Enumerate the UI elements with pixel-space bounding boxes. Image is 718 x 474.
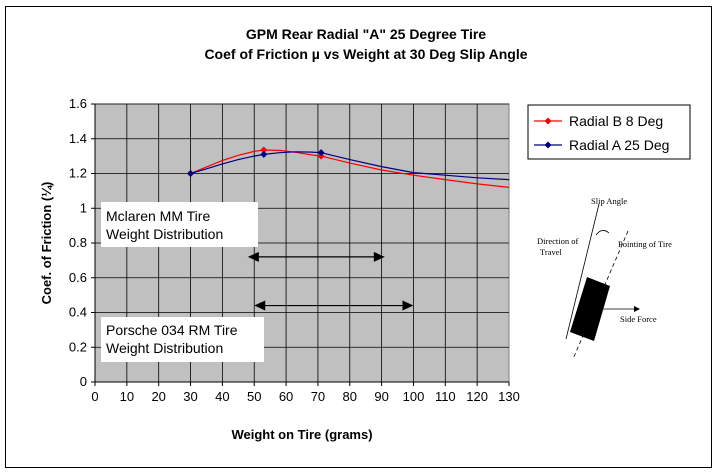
x-tick-label-8: 80 xyxy=(343,389,357,404)
legend: Radial B 8 Deg Radial A 25 Deg xyxy=(527,104,691,160)
x-tick-label-2: 20 xyxy=(151,389,165,404)
x-tick-label-5: 50 xyxy=(247,389,261,404)
chart-frame: GPM Rear Radial "A" 25 Degree Tire Coef … xyxy=(5,6,712,468)
y-tick-label-7: 1.4 xyxy=(69,131,87,146)
series-1-point-2 xyxy=(317,149,325,157)
y-tick-label-2: 0.4 xyxy=(69,305,87,320)
legend-marker-radial-a xyxy=(544,141,552,149)
series-1-point-1 xyxy=(260,150,268,158)
x-tick-label-0: 0 xyxy=(91,389,98,404)
slip-angle-arc xyxy=(595,230,610,236)
direction-of-travel-label-line1: Direction of xyxy=(537,236,578,246)
x-axis-label: Weight on Tire (grams) xyxy=(231,427,372,442)
side-force-arrowhead xyxy=(634,306,640,312)
y-tick-label-8: 1.6 xyxy=(69,96,87,111)
weight-range-arrows xyxy=(247,251,414,311)
series-line-0 xyxy=(190,149,510,188)
series-0-point-1 xyxy=(260,146,268,154)
pointing-of-tire-line xyxy=(572,230,629,360)
series-layer xyxy=(187,146,510,188)
chart-title: GPM Rear Radial "A" 25 Degree Tire xyxy=(246,26,486,42)
y-tick-label-1: 0.2 xyxy=(69,339,87,354)
slip-angle-label: Slip Angle xyxy=(591,196,627,206)
range-arrow-left-head-0 xyxy=(247,251,259,262)
x-tick-label-4: 40 xyxy=(215,389,229,404)
x-tick-labels: 0 10 20 30 40 50 60 70 80 90 100 110 120 130 xyxy=(91,389,519,404)
chart-svg: GPM Rear Radial "A" 25 Degree Tire Coef … xyxy=(39,26,691,442)
y-tick-labels: 0 0.2 0.4 0.6 0.8 1 1.2 1.4 1.6 xyxy=(69,96,87,389)
y-tick-label-4: 0.8 xyxy=(69,235,87,250)
x-tick-label-12: 120 xyxy=(466,389,488,404)
series-line-1 xyxy=(190,151,510,181)
y-axis-label: Coef. of Friction (¼) xyxy=(39,182,54,305)
direction-of-travel-label-line2: Travel xyxy=(540,247,563,257)
axes xyxy=(91,103,510,386)
legend-label-radial-b: Radial B 8 Deg xyxy=(569,113,663,129)
annotation-porsche-line1: Porsche 034 RM Tire xyxy=(106,322,238,338)
x-tick-label-1: 10 xyxy=(120,389,134,404)
x-tick-label-9: 90 xyxy=(374,389,388,404)
x-tick-label-3: 30 xyxy=(183,389,197,404)
y-tick-label-3: 0.6 xyxy=(69,270,87,285)
series-1-point-0 xyxy=(187,170,195,177)
annotation-mclaren-line1: Mclaren MM Tire xyxy=(106,208,210,224)
y-tick-label-6: 1.2 xyxy=(69,166,87,181)
legend-box xyxy=(527,104,691,160)
chart-subtitle: Coef of Friction µ vs Weight at 30 Deg S… xyxy=(204,46,527,62)
side-force-label: Side Force xyxy=(620,314,657,324)
tire-shape xyxy=(570,277,610,341)
range-arrow-right-head-1 xyxy=(402,300,414,311)
slip-angle-diagram: Slip Angle Direction of Travel Pointing … xyxy=(537,196,672,360)
direction-of-travel-line xyxy=(565,203,600,340)
annotation-mclaren: Mclaren MM Tire Weight Distribution xyxy=(101,202,258,247)
annotation-mclaren-box xyxy=(101,202,258,247)
annotation-porsche: Porsche 034 RM Tire Weight Distribution xyxy=(101,317,264,362)
x-tick-label-6: 60 xyxy=(279,389,293,404)
annotation-porsche-line2: Weight Distribution xyxy=(106,340,223,356)
annotation-mclaren-line2: Weight Distribution xyxy=(106,226,223,242)
y-tick-label-5: 1 xyxy=(80,200,87,215)
y-tick-label-0: 0 xyxy=(80,374,87,389)
x-tick-label-11: 110 xyxy=(435,389,456,404)
range-arrow-right-head-0 xyxy=(373,251,385,262)
x-tick-label-7: 70 xyxy=(311,389,325,404)
legend-label-radial-a: Radial A 25 Deg xyxy=(569,137,669,153)
x-tick-label-10: 100 xyxy=(403,389,425,404)
range-arrow-left-head-1 xyxy=(254,300,266,311)
pointing-of-tire-label: Pointing of Tire xyxy=(618,239,672,249)
legend-marker-radial-b xyxy=(544,117,552,125)
x-tick-label-13: 130 xyxy=(498,389,520,404)
annotation-porsche-box xyxy=(101,317,264,362)
